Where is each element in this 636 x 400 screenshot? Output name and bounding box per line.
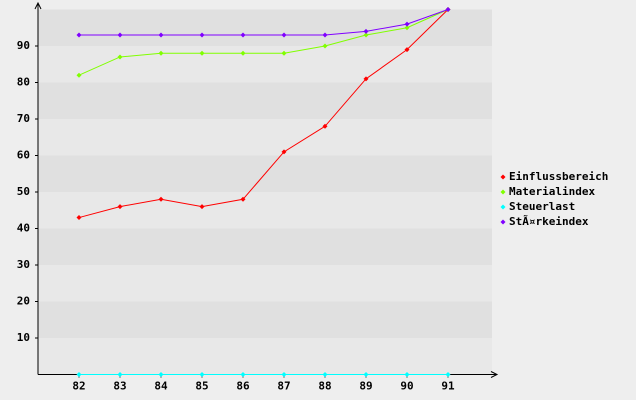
data-point — [240, 196, 246, 202]
grid-band — [38, 82, 492, 119]
grid-band — [38, 265, 492, 302]
y-tick-label: 20 — [17, 295, 30, 308]
data-point — [281, 372, 287, 377]
legend-label: Einflussbereich — [509, 170, 608, 183]
legend-label: Steuerlast — [509, 200, 575, 213]
data-point — [240, 32, 246, 38]
data-point — [117, 32, 123, 38]
data-point — [281, 32, 287, 38]
data-point — [322, 43, 328, 49]
data-point — [404, 25, 410, 31]
y-tick-label: 80 — [17, 76, 30, 89]
data-point — [240, 372, 246, 377]
x-tick-label: 89 — [359, 380, 372, 393]
data-point — [199, 32, 205, 38]
series-line — [78, 9, 449, 219]
legend-marker — [500, 189, 506, 195]
legend-label: StÃ¤rkeindex — [509, 215, 589, 228]
data-point — [363, 32, 369, 38]
y-tick-label: 50 — [17, 185, 30, 198]
data-point — [363, 28, 369, 34]
data-point — [363, 76, 369, 82]
y-tick-label: 70 — [17, 112, 30, 125]
data-point — [322, 32, 328, 38]
x-tick-label: 87 — [277, 380, 290, 393]
x-tick-label: 82 — [72, 380, 85, 393]
x-axis-arrow — [490, 371, 499, 378]
data-point — [404, 372, 410, 377]
y-axis-arrow — [34, 1, 42, 10]
data-point — [445, 372, 451, 377]
grid-band — [38, 9, 492, 46]
legend-marker — [500, 219, 506, 225]
data-point — [445, 7, 451, 12]
y-tick-label: 60 — [17, 149, 30, 162]
grid-band — [38, 192, 492, 229]
data-point — [158, 372, 164, 377]
data-point — [363, 372, 369, 377]
y-tick-label: 40 — [17, 222, 30, 235]
x-tick-label: 90 — [400, 380, 413, 393]
data-point — [76, 32, 82, 38]
data-point — [404, 21, 410, 27]
grid-band — [38, 119, 492, 156]
series-line — [79, 9, 449, 36]
data-point — [404, 47, 410, 53]
legend-marker — [500, 174, 506, 180]
x-tick-label: 91 — [441, 380, 455, 393]
data-point — [117, 204, 123, 210]
x-tick-label: 85 — [195, 380, 208, 393]
x-tick-label: 86 — [236, 380, 250, 393]
grid-band — [38, 228, 492, 265]
data-point — [158, 196, 164, 202]
legend-marker — [500, 204, 506, 210]
grid-band — [38, 338, 492, 375]
data-point — [158, 50, 164, 56]
data-point — [117, 54, 123, 60]
grid-band — [38, 301, 492, 338]
x-tick-label: 84 — [154, 380, 168, 393]
x-tick-label: 88 — [318, 380, 331, 393]
y-tick-label: 90 — [17, 39, 30, 52]
x-tick-label: 83 — [113, 380, 126, 393]
legend-label: Materialindex — [509, 185, 595, 198]
y-tick-label: 10 — [17, 331, 30, 344]
series-line — [78, 9, 449, 76]
data-point — [199, 372, 205, 377]
data-point — [281, 149, 287, 155]
data-point — [158, 32, 164, 38]
data-point — [281, 50, 287, 56]
data-point — [117, 372, 123, 377]
y-tick-label: 30 — [17, 258, 30, 271]
grid-band — [38, 46, 492, 83]
data-point — [76, 72, 82, 78]
data-point — [76, 372, 82, 377]
data-point — [199, 50, 205, 56]
data-point — [322, 372, 328, 377]
data-point — [76, 215, 82, 221]
data-point — [322, 123, 328, 129]
data-point — [240, 50, 246, 56]
data-point — [199, 204, 205, 210]
